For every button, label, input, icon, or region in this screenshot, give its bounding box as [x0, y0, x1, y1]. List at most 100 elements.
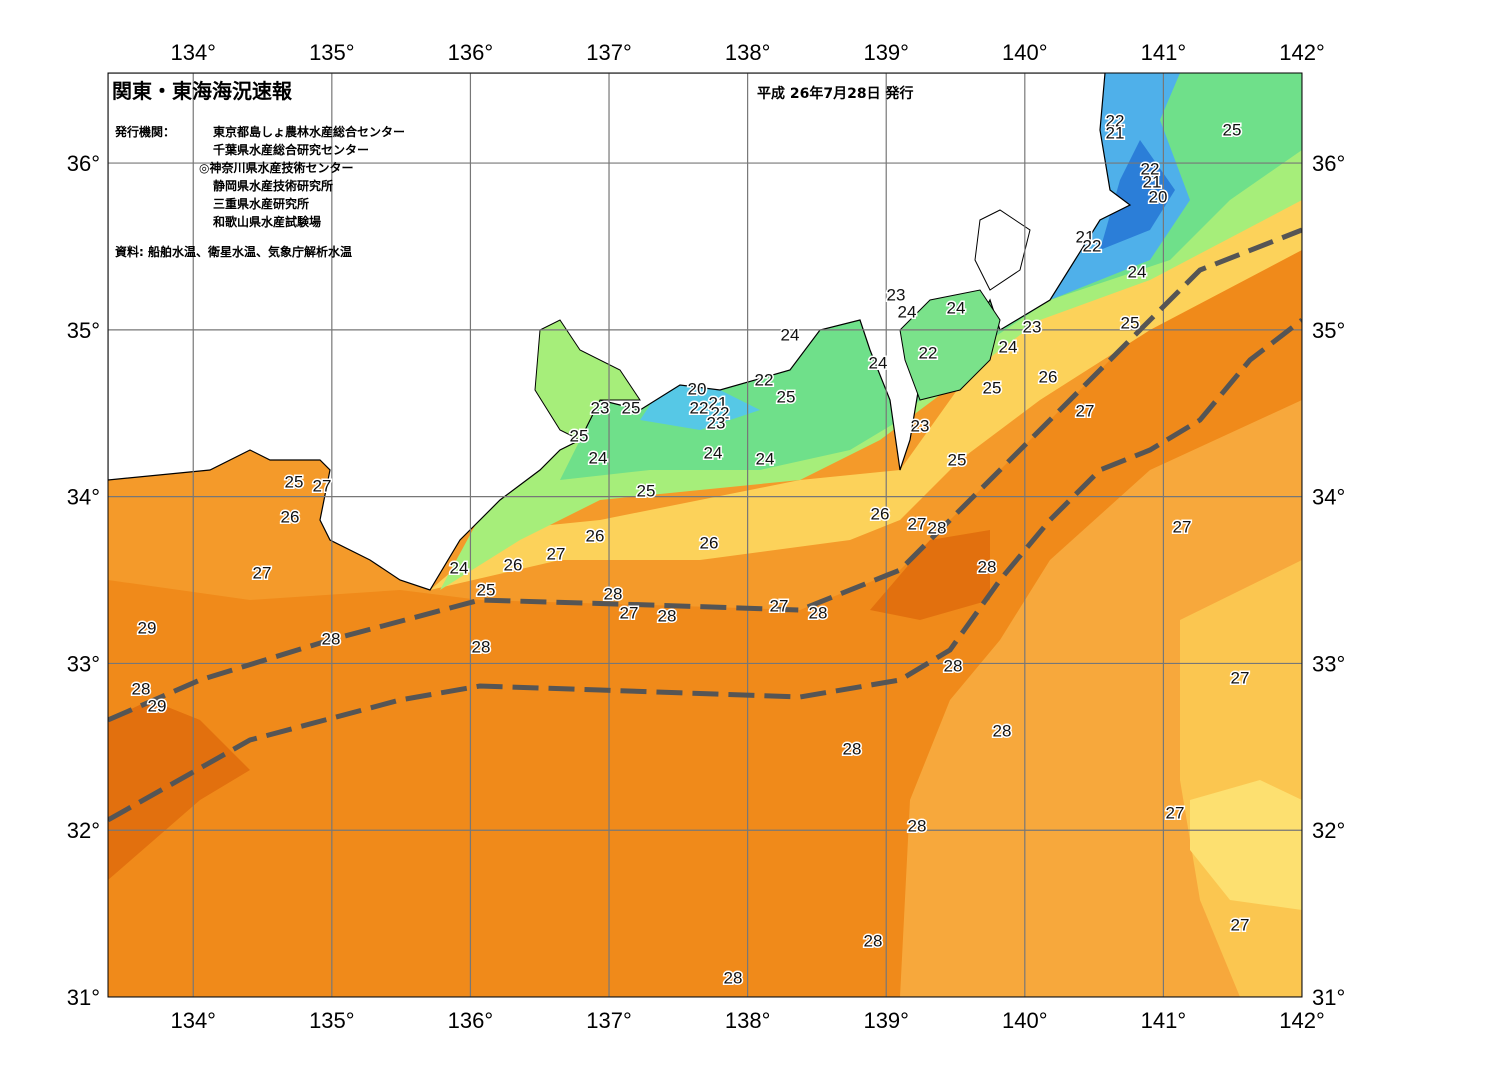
contour-label: 25: [777, 387, 796, 406]
contour-label: 26: [586, 526, 605, 545]
contour-label: 27: [1173, 517, 1192, 536]
contour-label: 28: [978, 557, 997, 576]
contour-label: 24: [1128, 262, 1147, 281]
lat-tick-label: 36°: [67, 151, 100, 176]
lon-tick-label: 142°: [1279, 1008, 1325, 1033]
contour-label: 29: [148, 696, 167, 715]
contour-label: 22: [755, 370, 774, 389]
contour-label: 25: [637, 481, 656, 500]
lat-tick-label: 35°: [1312, 318, 1345, 343]
source: 資料: 船舶水温、衛星水温、気象庁解析水温: [115, 244, 352, 259]
lat-tick-label: 34°: [1312, 485, 1345, 510]
contour-label: 24: [869, 353, 888, 372]
contour-label: 24: [898, 302, 917, 321]
contour-label: 21: [709, 393, 728, 412]
contour-label: 24: [999, 337, 1018, 356]
issuer: 静岡県水産技術研究所: [213, 178, 333, 193]
contour-label: 28: [944, 656, 963, 675]
lat-tick-label: 33°: [67, 651, 100, 676]
issuer: 東京都島しょ農林水産総合センター: [213, 124, 405, 139]
contour-label: 23: [911, 416, 930, 435]
contour-label: 25: [622, 398, 641, 417]
contour-label: 28: [993, 721, 1012, 740]
contour-label: 28: [908, 816, 927, 835]
contour-label: 22: [1106, 111, 1125, 130]
contour-label: 28: [928, 518, 947, 537]
contour-label: 28: [809, 603, 828, 622]
contour-label: 23: [887, 285, 906, 304]
contour-label: 27: [313, 476, 332, 495]
lon-tick-label: 135°: [309, 1008, 355, 1033]
contour-label: 28: [843, 739, 862, 758]
contour-label: 24: [781, 325, 800, 344]
lon-tick-label: 141°: [1141, 1008, 1187, 1033]
contour-label: 27: [1231, 668, 1250, 687]
contour-label: 22: [1141, 159, 1160, 178]
lat-tick-label: 32°: [67, 818, 100, 843]
contour-label: 24: [947, 298, 966, 317]
contour-label: 20: [1149, 187, 1168, 206]
contour-label: 26: [281, 507, 300, 526]
issuer: 千葉県水産総合研究センター: [213, 142, 369, 157]
contour-label: 24: [589, 448, 608, 467]
contour-label: 28: [322, 629, 341, 648]
lon-tick-label: 136°: [448, 40, 494, 65]
lon-tick-label: 137°: [586, 40, 632, 65]
contour-label: 27: [770, 596, 789, 615]
contour-label: 24: [450, 558, 469, 577]
contour-label: 21: [1076, 227, 1095, 246]
contour-label: 25: [570, 426, 589, 445]
issuer: 三重県水産研究所: [213, 196, 309, 211]
lon-tick-label: 134°: [170, 1008, 216, 1033]
lat-tick-label: 34°: [67, 485, 100, 510]
lat-tick-label: 32°: [1312, 818, 1345, 843]
lat-tick-label: 31°: [67, 985, 100, 1010]
contour-label: 26: [1039, 367, 1058, 386]
contour-label: 28: [658, 606, 677, 625]
lon-tick-label: 140°: [1002, 1008, 1048, 1033]
issuer: 和歌山県水産試験場: [212, 214, 321, 229]
contour-label: 25: [477, 580, 496, 599]
contour-label: 24: [704, 443, 723, 462]
lon-tick-label: 135°: [309, 40, 355, 65]
lon-tick-label: 139°: [863, 1008, 909, 1033]
lat-tick-label: 36°: [1312, 151, 1345, 176]
temperature-field: [108, 73, 1302, 997]
contour-label: 27: [253, 563, 272, 582]
issue-date: 平成 26年7月28日 発行: [757, 85, 913, 102]
contour-label: 28: [864, 931, 883, 950]
contour-label: 25: [285, 472, 304, 491]
lat-tick-label: 31°: [1312, 985, 1345, 1010]
lon-tick-label: 140°: [1002, 40, 1048, 65]
map-frame: [107, 72, 1303, 998]
issuer-label: 発行機関：: [114, 124, 175, 139]
contour-label: 23: [591, 398, 610, 417]
contour-label: 25: [1223, 120, 1242, 139]
lat-tick-label: 33°: [1312, 651, 1345, 676]
lon-tick-label: 141°: [1141, 40, 1187, 65]
contour-label: 27: [1076, 401, 1095, 420]
lon-tick-label: 139°: [863, 40, 909, 65]
contour-label: 28: [132, 679, 151, 698]
contour-label: 25: [948, 450, 967, 469]
contour-label: 22: [711, 403, 730, 422]
contour-label: 28: [604, 584, 623, 603]
contour-label: 25: [983, 378, 1002, 397]
contour-label: 23: [707, 413, 726, 432]
lon-tick-label: 138°: [725, 1008, 771, 1033]
lon-tick-label: 138°: [725, 40, 771, 65]
contour-label: 27: [547, 544, 566, 563]
contour-label: 20: [688, 379, 707, 398]
contour-label: 22: [919, 343, 938, 362]
contour-label: 27: [1166, 803, 1185, 822]
lon-tick-label: 142°: [1279, 40, 1325, 65]
contour-label: 27: [1231, 915, 1250, 934]
contour-label: 28: [472, 637, 491, 656]
contour-label: 27: [620, 603, 639, 622]
contour-label: 21: [1106, 123, 1125, 142]
contour-label: 23: [1023, 317, 1042, 336]
issuer: ◎神奈川県水産技術センター: [199, 160, 353, 175]
contour-label: 21: [1143, 172, 1162, 191]
contour-label: 26: [504, 555, 523, 574]
